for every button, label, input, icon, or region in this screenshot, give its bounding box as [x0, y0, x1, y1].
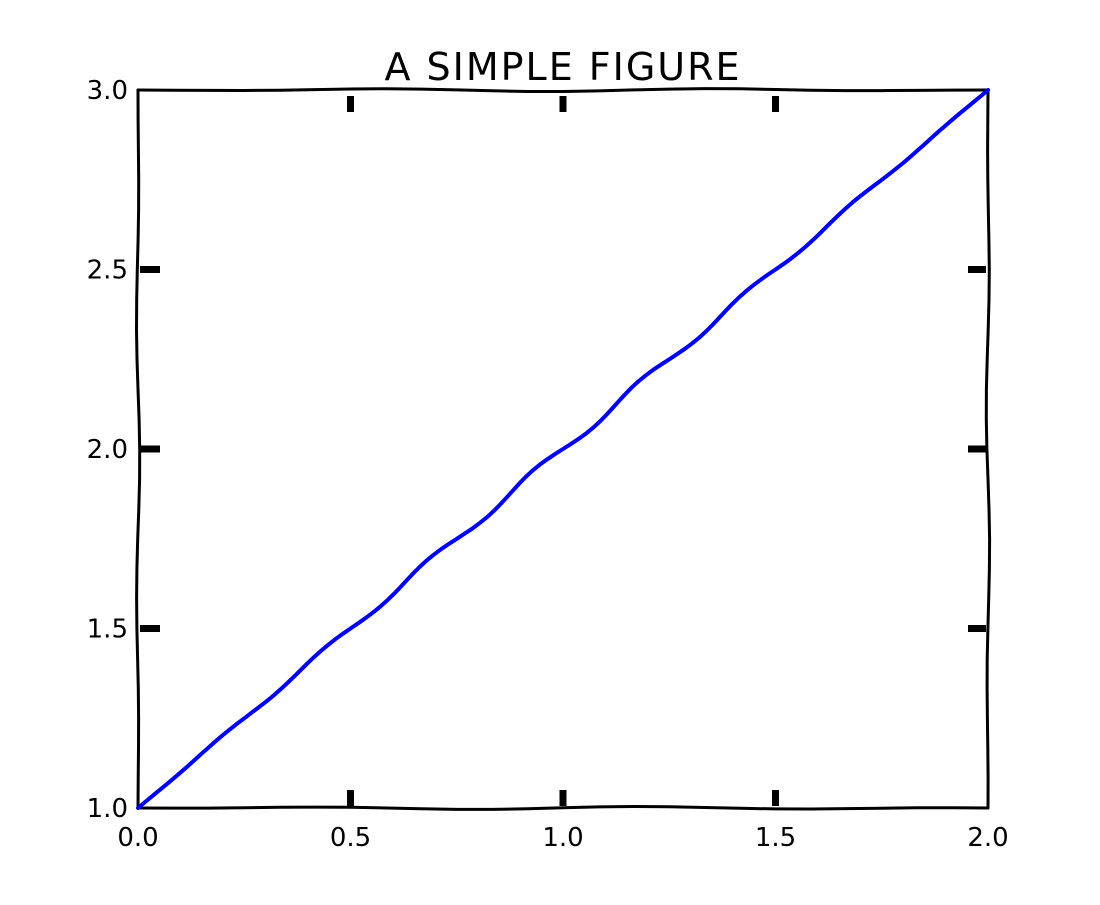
series-line	[136, 88, 990, 810]
tick-marks	[140, 96, 986, 806]
x-tick-labels: 0.0 0.5 1.0 1.5 2.0	[117, 823, 1008, 853]
x-tick-label: 0.0	[117, 823, 158, 853]
chart-title: A SIMPLE FIGURE	[384, 45, 741, 89]
frame-left	[135, 88, 142, 810]
frame-top	[136, 87, 990, 93]
y-tick-label: 2.5	[87, 256, 128, 286]
x-tick-label: 1.0	[542, 823, 583, 853]
y-tick-labels: 1.0 1.5 2.0 2.5 3.0	[87, 76, 128, 824]
y-tick-label: 1.0	[87, 794, 128, 824]
x-tick-label: 1.5	[755, 823, 796, 853]
y-tick-label: 1.5	[87, 615, 128, 645]
frame-right	[984, 88, 992, 810]
x-tick-label: 2.0	[967, 823, 1008, 853]
y-tick-label: 3.0	[87, 76, 128, 106]
y-tick-label: 2.0	[87, 435, 128, 465]
plot-frame	[135, 87, 992, 811]
series-layer	[136, 88, 990, 810]
frame-bottom	[136, 805, 990, 811]
x-tick-label: 0.5	[330, 823, 371, 853]
